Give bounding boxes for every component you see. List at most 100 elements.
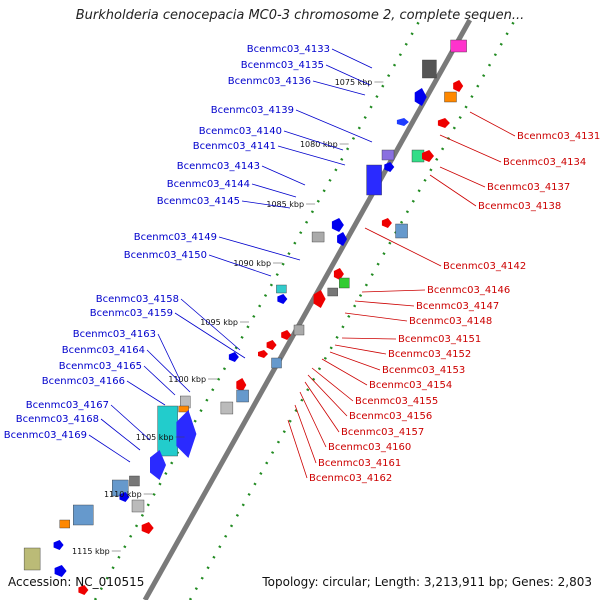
right-label-connector bbox=[304, 381, 340, 433]
right-label-connector bbox=[344, 312, 408, 322]
gene-feature bbox=[444, 91, 457, 103]
gene-feature bbox=[395, 223, 408, 239]
tick-line-left bbox=[93, 19, 421, 600]
kbp-marker: 1105 kbp bbox=[136, 433, 174, 442]
right-gene-label: Bcenmc03_4157 bbox=[341, 427, 424, 438]
left-label-connector bbox=[208, 254, 272, 277]
gene-feature bbox=[277, 294, 288, 304]
gene-feature bbox=[313, 290, 326, 308]
gene-feature bbox=[333, 268, 344, 280]
right-gene-label: Bcenmc03_4146 bbox=[427, 285, 510, 296]
left-label-connector bbox=[143, 365, 176, 396]
kbp-marker: 1100 kbp bbox=[168, 375, 206, 384]
right-gene-label: Bcenmc03_4131 bbox=[517, 131, 600, 142]
gene-feature bbox=[453, 80, 464, 92]
right-gene-label: Bcenmc03_4153 bbox=[382, 365, 465, 376]
gene-feature bbox=[281, 330, 292, 340]
right-label-connector bbox=[329, 351, 381, 371]
gene-feature bbox=[258, 350, 268, 358]
right-label-connector bbox=[439, 134, 502, 163]
left-gene-label: Bcenmc03_4136 bbox=[228, 76, 311, 87]
gene-feature bbox=[157, 405, 178, 457]
gene-feature bbox=[78, 585, 89, 595]
left-label-connector bbox=[277, 145, 346, 166]
gene-feature bbox=[178, 405, 189, 413]
gene-feature bbox=[150, 450, 166, 480]
gene-feature bbox=[72, 504, 94, 526]
gene-feature bbox=[54, 565, 67, 577]
right-gene-label: Bcenmc03_4154 bbox=[369, 380, 452, 391]
left-label-connector bbox=[312, 80, 366, 96]
left-label-connector bbox=[295, 109, 373, 143]
right-label-connector bbox=[294, 404, 317, 464]
gene-feature bbox=[381, 149, 395, 161]
gene-feature bbox=[271, 357, 282, 369]
gene-feature bbox=[220, 401, 234, 415]
right-label-connector bbox=[311, 367, 354, 402]
kbp-marker: 1095 kbp bbox=[200, 318, 238, 327]
left-gene-label: Bcenmc03_4140 bbox=[199, 126, 282, 137]
left-gene-label: Bcenmc03_4149 bbox=[134, 232, 217, 243]
right-gene-label: Bcenmc03_4162 bbox=[309, 473, 392, 484]
kbp-marker: 1110 kbp bbox=[104, 490, 142, 499]
gene-feature bbox=[228, 352, 239, 362]
left-label-connector bbox=[88, 434, 131, 463]
right-gene-label: Bcenmc03_4148 bbox=[409, 316, 492, 327]
gene-feature bbox=[384, 162, 395, 172]
gene-feature bbox=[437, 118, 450, 128]
left-label-connector bbox=[146, 349, 191, 393]
left-label-connector bbox=[157, 333, 181, 381]
gene-feature bbox=[396, 118, 409, 126]
gene-feature bbox=[119, 492, 130, 502]
kbp-marker: 1115 kbp bbox=[72, 547, 110, 556]
accession-text: Accession: NC_010515 bbox=[8, 575, 145, 589]
left-label-connector bbox=[174, 312, 246, 359]
tick-line-right bbox=[188, 19, 516, 600]
track-layer bbox=[93, 18, 516, 600]
gene-feature bbox=[236, 389, 249, 403]
right-gene-label: Bcenmc03_4142 bbox=[443, 261, 526, 272]
right-gene-label: Bcenmc03_4155 bbox=[355, 396, 438, 407]
right-label-connector bbox=[307, 374, 348, 417]
left-gene-label: Bcenmc03_4144 bbox=[167, 179, 250, 190]
right-label-connector bbox=[299, 391, 327, 448]
map-title: Burkholderia cenocepacia MC0-3 chromosom… bbox=[75, 8, 525, 23]
left-label-connector bbox=[110, 404, 151, 441]
kbp-marker: 1075 kbp bbox=[335, 78, 373, 87]
left-gene-label: Bcenmc03_4145 bbox=[157, 196, 240, 207]
right-label-connector bbox=[287, 419, 308, 479]
right-label-connector bbox=[354, 300, 415, 307]
kbp-marker: 1085 kbp bbox=[266, 200, 304, 209]
left-gene-label: Bcenmc03_4135 bbox=[241, 60, 324, 71]
right-gene-label: Bcenmc03_4137 bbox=[487, 182, 570, 193]
left-gene-label: Bcenmc03_4168 bbox=[16, 414, 99, 425]
left-gene-label: Bcenmc03_4164 bbox=[62, 345, 145, 356]
left-gene-label: Bcenmc03_4163 bbox=[73, 329, 156, 340]
gene-feature bbox=[337, 232, 348, 246]
topology-summary: Topology: circular; Length: 3,213,911 bp… bbox=[262, 575, 592, 589]
left-label-connector bbox=[241, 200, 291, 209]
left-label-connector bbox=[325, 64, 371, 86]
backbone-line bbox=[142, 18, 472, 600]
left-gene-label: Bcenmc03_4169 bbox=[4, 430, 87, 441]
left-label-connector bbox=[100, 418, 141, 451]
left-label-connector bbox=[261, 165, 306, 186]
right-label-connector bbox=[439, 166, 486, 188]
left-label-connector bbox=[126, 380, 166, 406]
left-gene-label: Bcenmc03_4166 bbox=[42, 376, 125, 387]
right-gene-label: Bcenmc03_4156 bbox=[349, 411, 432, 422]
left-gene-label: Bcenmc03_4167 bbox=[26, 400, 109, 411]
right-label-connector bbox=[334, 344, 387, 355]
left-label-connector bbox=[251, 183, 297, 198]
kbp-marker: 1090 kbp bbox=[233, 259, 271, 268]
gene-feature bbox=[53, 540, 64, 550]
left-gene-label: Bcenmc03_4159 bbox=[90, 308, 173, 319]
gene-feature bbox=[381, 218, 392, 228]
gene-feature bbox=[176, 410, 197, 458]
right-label-connector bbox=[321, 358, 368, 386]
left-gene-label: Bcenmc03_4165 bbox=[59, 361, 142, 372]
gene-feature bbox=[422, 150, 434, 162]
gene-feature bbox=[276, 284, 287, 294]
left-gene-label: Bcenmc03_4150 bbox=[124, 250, 207, 261]
kbp-marker: 1080 kbp bbox=[300, 140, 338, 149]
